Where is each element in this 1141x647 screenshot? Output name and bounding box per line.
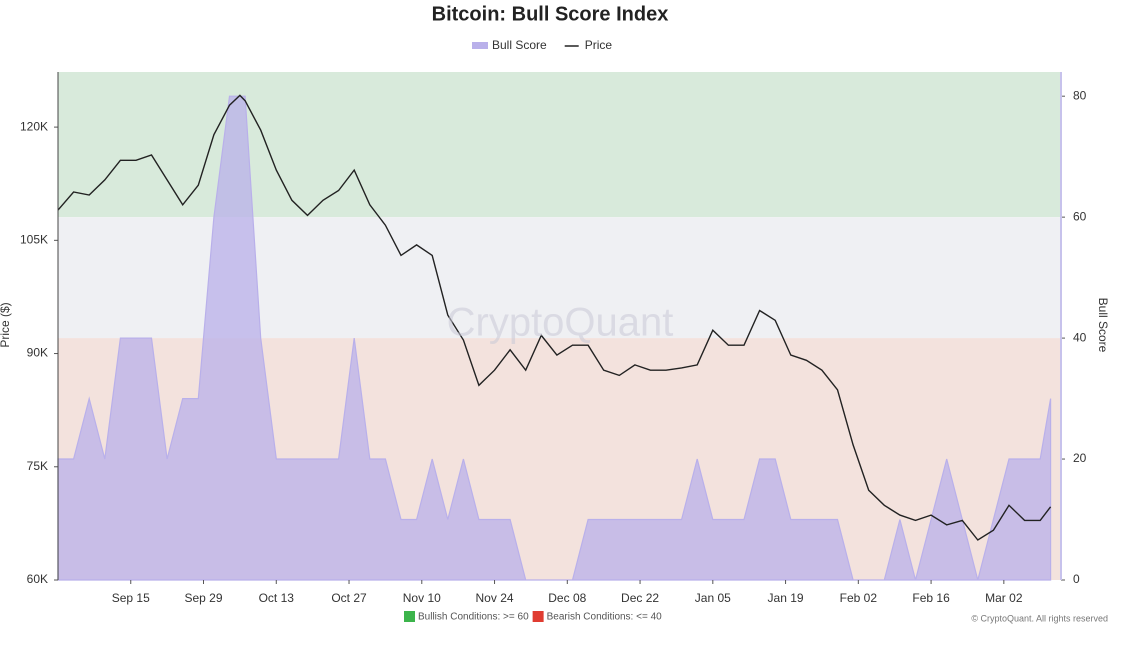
price-line: [57, 94, 1052, 541]
x-tick-label: Dec 22: [621, 591, 659, 605]
y2-tick-label: 20: [1073, 451, 1087, 465]
x-tick-label: Feb 16: [912, 591, 950, 605]
y2-tick-label: 0: [1073, 572, 1080, 586]
x-tick-label: Sep 29: [184, 591, 222, 605]
y2-tick-label: 60: [1073, 209, 1087, 223]
y-tick-label: 75K: [27, 459, 48, 473]
y2-tick-label: 40: [1073, 330, 1087, 344]
y-axis-title: Price ($): [0, 302, 12, 347]
x-tick-label: Nov 10: [403, 591, 441, 605]
y2-tick-label: 80: [1073, 88, 1087, 102]
y2-axis-title: Bull Score: [1096, 298, 1110, 353]
legend-label: Bull Score: [492, 38, 547, 52]
x-tick-label: Oct 13: [259, 591, 295, 605]
chart-title: Bitcoin: Bull Score Index: [432, 3, 669, 25]
condition-band: [58, 72, 1061, 218]
x-tick-label: Dec 08: [548, 591, 586, 605]
condition-swatch: [404, 611, 415, 622]
y-tick-label: 90K: [27, 346, 48, 360]
x-tick-label: Jan 05: [695, 591, 731, 605]
copyright: © CryptoQuant. All rights reserved: [971, 613, 1108, 623]
condition-label: Bullish Conditions: >= 60: [418, 612, 529, 623]
x-tick-label: Oct 27: [331, 591, 367, 605]
x-tick-label: Feb 02: [840, 591, 878, 605]
x-tick-label: Sep 15: [112, 591, 150, 605]
x-tick-label: Mar 02: [985, 591, 1023, 605]
x-tick-label: Nov 24: [476, 591, 514, 605]
y-tick-label: 60K: [27, 572, 48, 586]
legend-swatch: [472, 42, 488, 49]
watermark: CryptoQuant: [447, 301, 674, 345]
condition-label: Bearish Conditions: <= 40: [547, 612, 663, 623]
bull-score-area: [57, 95, 1052, 581]
legend-label: Price: [585, 38, 613, 52]
plot-layer: [57, 72, 1061, 581]
y-tick-label: 120K: [20, 119, 48, 133]
x-tick-label: Jan 19: [768, 591, 804, 605]
condition-swatch: [532, 611, 544, 622]
y-tick-label: 105K: [20, 232, 48, 246]
